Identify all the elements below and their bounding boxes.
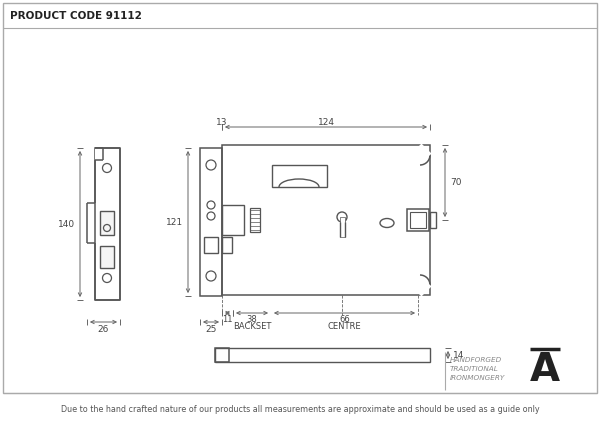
Bar	[204, 237, 218, 253]
Text: 38: 38	[247, 315, 257, 325]
Text: 70: 70	[450, 178, 461, 187]
Bar	[407, 209, 429, 231]
Bar	[340, 217, 344, 237]
Bar	[100, 246, 114, 268]
Bar	[95, 148, 103, 160]
Text: A: A	[530, 351, 560, 389]
Text: 66: 66	[339, 315, 350, 325]
Text: 140: 140	[58, 219, 75, 229]
Bar	[200, 148, 222, 296]
Text: TRADITIONAL: TRADITIONAL	[450, 366, 499, 372]
Text: 11: 11	[222, 315, 233, 325]
Bar	[222, 205, 244, 235]
Text: HANDFORGED: HANDFORGED	[450, 357, 502, 363]
Bar	[100, 211, 114, 235]
Bar	[430, 212, 436, 228]
Text: PRODUCT CODE 91112: PRODUCT CODE 91112	[10, 11, 142, 21]
Bar	[95, 148, 120, 300]
Text: CENTRE: CENTRE	[328, 322, 361, 331]
Bar	[215, 348, 229, 362]
Text: 14: 14	[453, 351, 464, 360]
Text: IRONMONGERY: IRONMONGERY	[450, 375, 505, 381]
Bar	[222, 145, 430, 295]
Bar	[272, 165, 327, 187]
Text: 124: 124	[317, 117, 335, 127]
Text: BACKSET: BACKSET	[233, 322, 271, 331]
Text: 121: 121	[166, 218, 183, 227]
Bar	[250, 208, 260, 232]
Bar	[215, 348, 430, 362]
Bar	[222, 237, 232, 253]
Text: 13: 13	[216, 117, 228, 127]
Text: 25: 25	[205, 325, 217, 334]
Text: Due to the hand crafted nature of our products all measurements are approximate : Due to the hand crafted nature of our pr…	[61, 405, 539, 414]
Text: 26: 26	[98, 325, 109, 334]
Bar	[410, 212, 426, 228]
